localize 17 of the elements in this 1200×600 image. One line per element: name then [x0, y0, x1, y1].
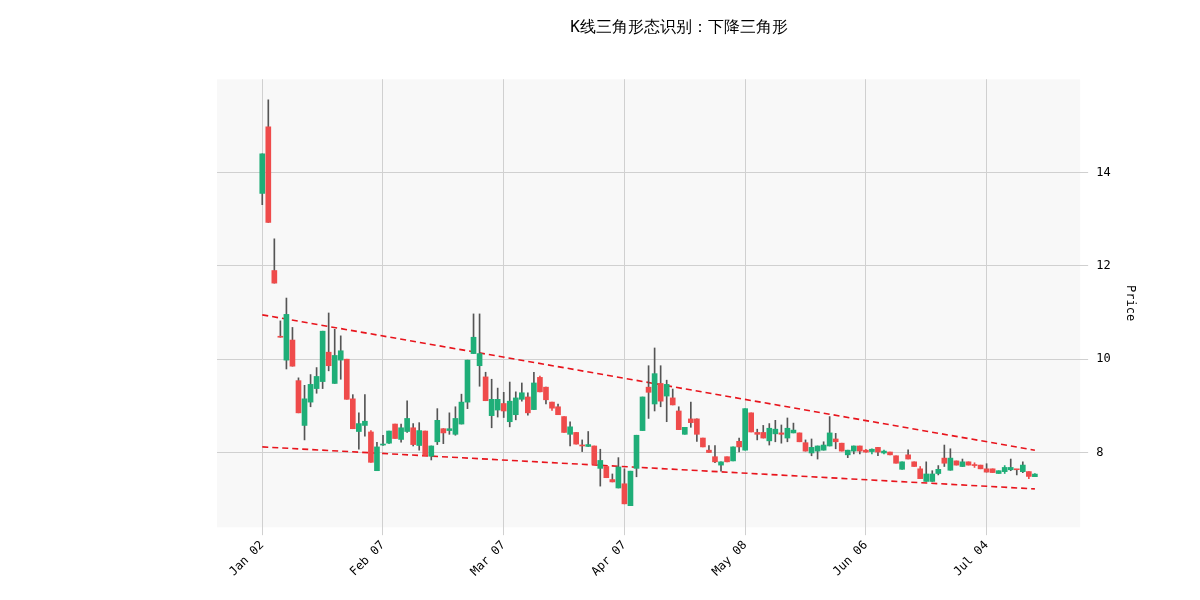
candlestick — [585, 431, 592, 447]
y-tick-label: 12 — [1096, 257, 1111, 272]
x-tick-label: Jun 06 — [829, 537, 871, 579]
y-tick-label: 14 — [1096, 164, 1111, 179]
candlestick — [1013, 468, 1020, 476]
y-axis-title: Price — [1123, 285, 1138, 322]
chart-title: K线三角形态识别：下降三角形 — [570, 16, 788, 36]
candlestick — [597, 448, 604, 487]
y-tick-label: 8 — [1096, 444, 1104, 459]
x-tick-label: Jul 04 — [950, 537, 991, 579]
x-tick-label: Apr 07 — [588, 537, 629, 579]
candlestick — [832, 433, 839, 450]
x-tick-label: Feb 07 — [346, 537, 388, 579]
x-tick-label: May 08 — [708, 537, 750, 579]
x-tick-label: Jan 02 — [226, 537, 267, 579]
x-tick-label: Mar 07 — [467, 537, 509, 579]
y-tick-label: 10 — [1096, 351, 1111, 366]
